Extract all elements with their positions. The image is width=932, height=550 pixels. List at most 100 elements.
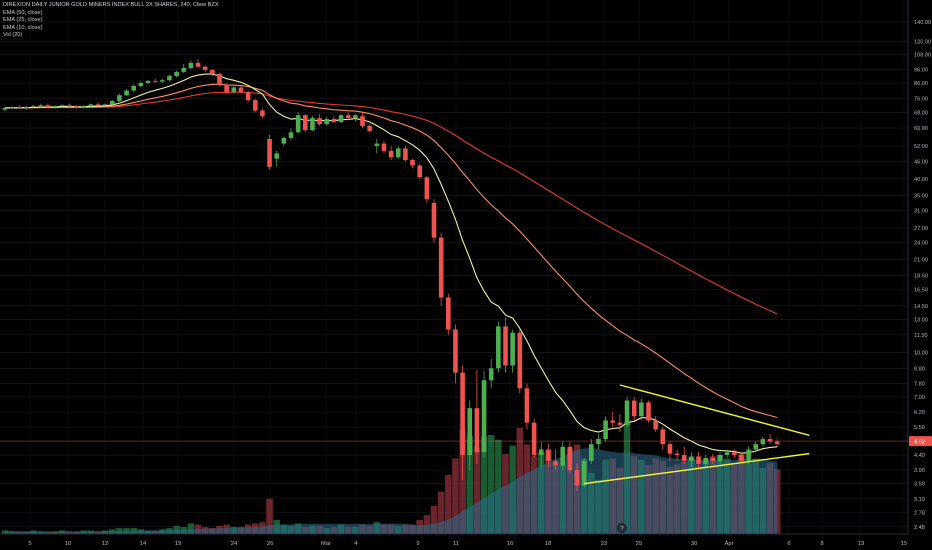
candle-down[interactable] — [17, 105, 22, 109]
candle-up[interactable] — [2, 107, 8, 112]
candle-up[interactable] — [488, 358, 494, 389]
candle-up[interactable] — [717, 452, 723, 464]
candle-down[interactable] — [410, 158, 415, 169]
candle-down[interactable] — [474, 369, 480, 464]
candle-down[interactable] — [74, 105, 79, 109]
candle-down[interactable] — [681, 446, 687, 464]
candle-down[interactable] — [381, 141, 387, 154]
candle-up[interactable] — [760, 436, 766, 447]
candle-up[interactable] — [353, 114, 358, 122]
candle-up[interactable] — [538, 441, 544, 467]
candle-down[interactable] — [631, 396, 637, 421]
event-marker-icon[interactable] — [617, 523, 627, 533]
candle-up[interactable] — [160, 78, 165, 84]
candle-down[interactable] — [252, 98, 258, 113]
legend-ema50[interactable]: EMA (50, close) — [3, 9, 43, 16]
candle-down[interactable] — [553, 449, 558, 471]
candle-down[interactable] — [424, 175, 430, 203]
candle-up[interactable] — [703, 455, 708, 467]
candle-up[interactable] — [310, 116, 315, 132]
candle-up[interactable] — [31, 105, 36, 109]
candle-up[interactable] — [324, 117, 330, 127]
candle-down[interactable] — [732, 449, 737, 458]
candle-down[interactable] — [574, 463, 580, 492]
candle-down[interactable] — [45, 103, 51, 108]
legend-volume[interactable]: Vol (20) — [3, 32, 23, 39]
candle-down[interactable] — [617, 414, 623, 432]
candle-up[interactable] — [124, 88, 129, 97]
candle-down[interactable] — [245, 90, 251, 102]
candle-down[interactable] — [367, 123, 372, 133]
candle-down[interactable] — [224, 83, 229, 94]
candle-down[interactable] — [667, 441, 673, 461]
candle-up[interactable] — [9, 106, 15, 110]
candle-up[interactable] — [117, 93, 122, 102]
candle-down[interactable] — [238, 85, 244, 94]
candle-down[interactable] — [403, 145, 408, 162]
candle-down[interactable] — [503, 317, 508, 373]
candle-down[interactable] — [653, 416, 658, 432]
candle-down[interactable] — [67, 103, 72, 108]
trendlines[interactable] — [584, 384, 810, 485]
legend-ema25[interactable]: EMA (25, close) — [3, 17, 43, 24]
trendline-upper[interactable] — [619, 384, 810, 437]
candle-down[interactable] — [303, 114, 308, 133]
candle-up[interactable] — [560, 441, 565, 471]
candle-up[interactable] — [174, 70, 179, 78]
candle-up[interactable] — [510, 329, 515, 373]
candle-down[interactable] — [610, 412, 616, 428]
candle-up[interactable] — [295, 112, 301, 134]
trendline-lower[interactable] — [584, 452, 810, 485]
candle-down[interactable] — [95, 102, 101, 107]
price-axis[interactable]: 140.00 120.00 108.00 96.00 86.00 76.00 68.00 60… — [907, 0, 932, 534]
candle-down[interactable] — [360, 112, 365, 129]
candle-down[interactable] — [696, 452, 701, 467]
candle-up[interactable] — [281, 136, 287, 146]
candle-down[interactable] — [524, 383, 530, 430]
candle-up[interactable] — [596, 434, 601, 450]
candle-down[interactable] — [531, 418, 537, 458]
candle-up[interactable] — [181, 64, 187, 74]
candle-up[interactable] — [88, 103, 94, 108]
candle-down[interactable] — [210, 69, 215, 76]
candle-up[interactable] — [374, 138, 380, 154]
candle-up[interactable] — [603, 416, 608, 442]
candle-down[interactable] — [417, 164, 422, 179]
candle-down[interactable] — [674, 449, 680, 461]
candle-up[interactable] — [145, 80, 151, 84]
candle-up[interactable] — [467, 400, 473, 471]
candle-up[interactable] — [639, 398, 644, 421]
candle-down[interactable] — [438, 232, 444, 306]
candle-up[interactable] — [102, 103, 108, 108]
candle-up[interactable] — [131, 84, 136, 93]
candle-up[interactable] — [581, 457, 587, 488]
candle-down[interactable] — [739, 452, 744, 463]
candle-down[interactable] — [774, 439, 780, 447]
candle-up[interactable] — [288, 128, 294, 141]
candle-down[interactable] — [388, 145, 394, 160]
candle-down[interactable] — [546, 444, 551, 467]
candle-up[interactable] — [138, 81, 144, 88]
candle-up[interactable] — [624, 396, 630, 428]
candle-up[interactable] — [24, 106, 29, 110]
candle-down[interactable] — [331, 116, 337, 123]
candle-up[interactable] — [52, 105, 58, 109]
candle-up[interactable] — [395, 145, 401, 159]
candle-down[interactable] — [267, 134, 272, 170]
candle-down[interactable] — [345, 112, 351, 121]
candle-up[interactable] — [724, 449, 730, 458]
candle-down[interactable] — [317, 114, 322, 127]
candle-down[interactable] — [431, 199, 437, 243]
candle-down[interactable] — [260, 108, 265, 119]
candle-up[interactable] — [689, 452, 694, 467]
candle-up[interactable] — [481, 371, 487, 458]
candle-up[interactable] — [188, 60, 194, 70]
candle-down[interactable] — [567, 441, 573, 474]
candle-down[interactable] — [152, 78, 158, 84]
candle-down[interactable] — [217, 73, 222, 86]
candle-down[interactable] — [446, 293, 451, 335]
candle-down[interactable] — [660, 427, 666, 450]
candle-up[interactable] — [338, 114, 344, 123]
candle-down[interactable] — [710, 453, 716, 464]
